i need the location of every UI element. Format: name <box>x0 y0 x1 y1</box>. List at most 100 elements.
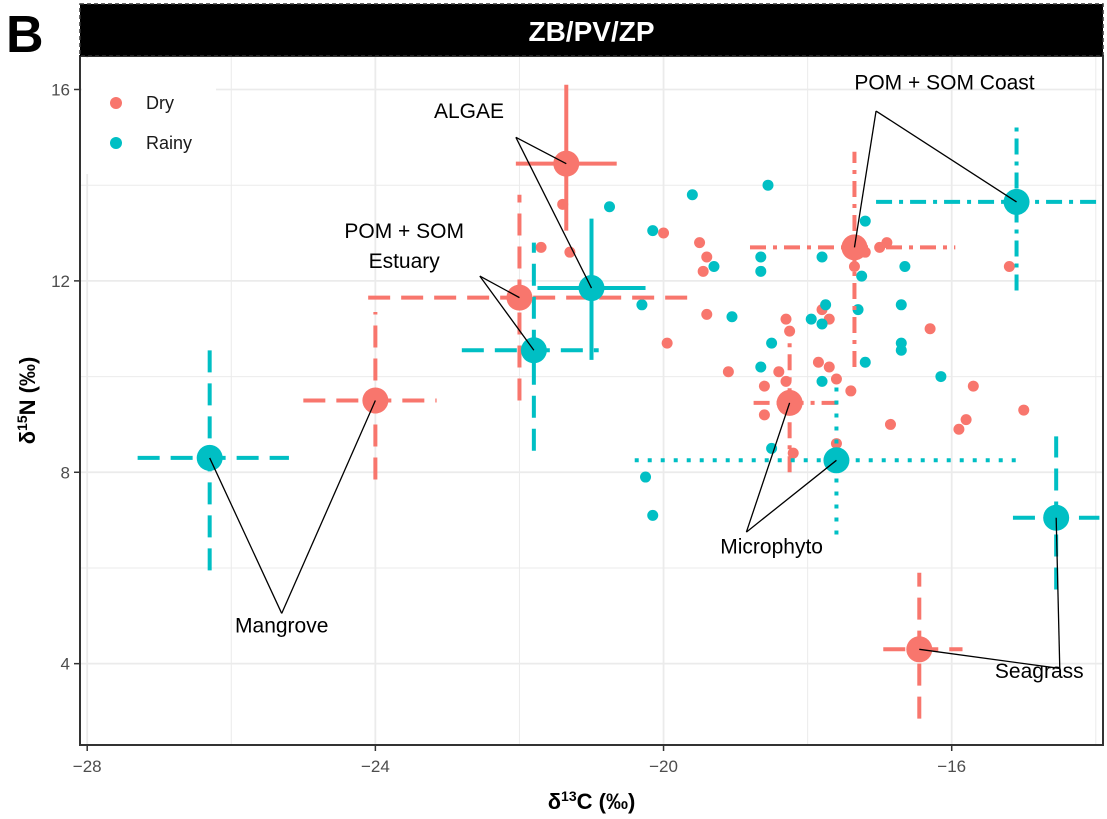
annotation-leader-line <box>479 275 535 351</box>
annotation-label: Seagrass <box>995 660 1084 683</box>
consumer-point-rainy <box>604 201 616 213</box>
legend-label-dry: Dry <box>146 93 174 113</box>
consumer-point-rainy <box>755 361 767 373</box>
annotation-leader-line <box>281 400 376 614</box>
consumer-point-dry <box>787 447 799 459</box>
source-annotations: ALGAE POM + SOM Coast POM + SOM Estuary Mang… <box>209 71 1084 683</box>
consumer-point-dry <box>535 241 547 253</box>
annotation-leader-line <box>853 110 877 248</box>
plot-panel <box>80 56 1103 745</box>
consumer-point-rainy <box>647 509 659 521</box>
annotation-leader-line <box>479 275 520 299</box>
x-tick-label: −28 <box>73 757 102 776</box>
consumer-point-rainy <box>935 371 947 383</box>
x-tick-label: −24 <box>361 757 390 776</box>
consumer-point-dry <box>661 337 673 349</box>
consumer-point-dry <box>758 409 770 421</box>
consumer-points <box>535 179 1030 521</box>
consumer-point-rainy <box>636 299 648 311</box>
consumer-point-dry <box>830 373 842 385</box>
consumer-point-rainy <box>895 344 907 356</box>
y-tick-label: 4 <box>61 655 70 674</box>
consumer-point-dry <box>1003 261 1015 273</box>
consumer-point-rainy <box>647 225 659 237</box>
y-tick-label: 8 <box>61 463 70 482</box>
consumer-point-rainy <box>762 179 774 191</box>
consumer-point-dry <box>953 423 965 435</box>
annotation-label: Estuary <box>369 250 441 273</box>
legend-background <box>82 58 216 174</box>
consumer-point-rainy <box>726 311 738 323</box>
consumer-point-rainy <box>816 375 828 387</box>
panel-letter: B <box>6 6 44 64</box>
annotation-leader-line <box>1055 517 1061 669</box>
y-axis-title: δ15N (‰) <box>14 357 40 445</box>
annotation-leader-line <box>209 457 283 614</box>
facet-strip-title: ZB/PV/ZP <box>528 16 654 47</box>
consumer-point-dry <box>848 261 860 273</box>
consumer-point-rainy <box>820 299 832 311</box>
x-tick-label: −16 <box>937 757 966 776</box>
consumer-point-dry <box>967 380 979 392</box>
legend: Dry Rainy <box>82 58 216 174</box>
consumer-point-dry <box>1018 404 1030 416</box>
consumer-point-rainy <box>859 356 871 368</box>
consumer-point-rainy <box>856 270 868 282</box>
annotation-label: Mangrove <box>235 615 328 638</box>
consumer-point-dry <box>780 313 792 325</box>
consumer-point-dry <box>658 227 670 239</box>
consumer-point-rainy <box>805 313 817 325</box>
consumer-point-rainy <box>899 261 911 273</box>
consumer-point-rainy <box>816 318 828 330</box>
consumer-point-rainy <box>708 261 720 273</box>
consumer-point-dry <box>784 325 796 337</box>
axis-ticks: −28 −24 −20 −16 4 8 12 16 <box>51 80 966 776</box>
consumer-point-rainy <box>859 215 871 227</box>
annotation-leader-line <box>745 459 837 533</box>
consumer-point-dry <box>697 265 709 277</box>
x-tick-label: −20 <box>649 757 678 776</box>
consumer-point-dry <box>823 361 835 373</box>
consumer-point-dry <box>722 366 734 378</box>
consumer-point-dry <box>924 323 936 335</box>
legend-label-rainy: Rainy <box>146 133 192 153</box>
consumer-point-dry <box>845 385 857 397</box>
facet-strip-bg <box>79 3 1104 57</box>
annotation-label: POM + SOM <box>344 220 464 243</box>
facet-strip: ZB/PV/ZP <box>79 3 1104 57</box>
consumer-point-rainy <box>895 299 907 311</box>
consumer-point-dry <box>758 380 770 392</box>
annotation-label: POM + SOM Coast <box>854 71 1034 94</box>
x-axis-title: δ13C (‰) <box>548 788 636 814</box>
axis-titles: δ13C (‰) δ15N (‰) <box>14 357 635 814</box>
consumer-point-dry <box>701 308 713 320</box>
annotation-label: ALGAE <box>434 100 504 123</box>
y-tick-label: 16 <box>51 80 70 99</box>
consumer-point-rainy <box>640 471 652 483</box>
annotation-leader-line <box>515 137 593 289</box>
annotation-leader-line <box>919 648 1060 670</box>
annotation-leader-line <box>745 402 791 533</box>
y-tick-label: 12 <box>51 272 70 291</box>
consumer-point-dry <box>830 438 842 450</box>
consumer-point-rainy <box>766 442 778 454</box>
consumer-point-rainy <box>766 337 778 349</box>
consumer-point-rainy <box>755 251 767 263</box>
consumer-point-dry <box>884 418 896 430</box>
legend-key-dry <box>110 97 122 109</box>
consumer-point-dry <box>701 251 713 263</box>
consumer-point-dry <box>812 356 824 368</box>
consumer-point-dry <box>773 366 785 378</box>
annotation-label: Microphyto <box>720 536 823 559</box>
consumer-point-dry <box>960 414 972 426</box>
consumer-point-rainy <box>755 265 767 277</box>
consumer-point-dry <box>874 241 886 253</box>
legend-key-rainy <box>110 137 122 149</box>
consumer-point-rainy <box>686 189 698 201</box>
consumer-point-dry <box>694 237 706 249</box>
annotation-leader-line <box>875 110 1017 203</box>
consumer-point-rainy <box>816 251 828 263</box>
plot-background <box>80 56 1103 745</box>
annotation-leader-line <box>515 136 567 165</box>
